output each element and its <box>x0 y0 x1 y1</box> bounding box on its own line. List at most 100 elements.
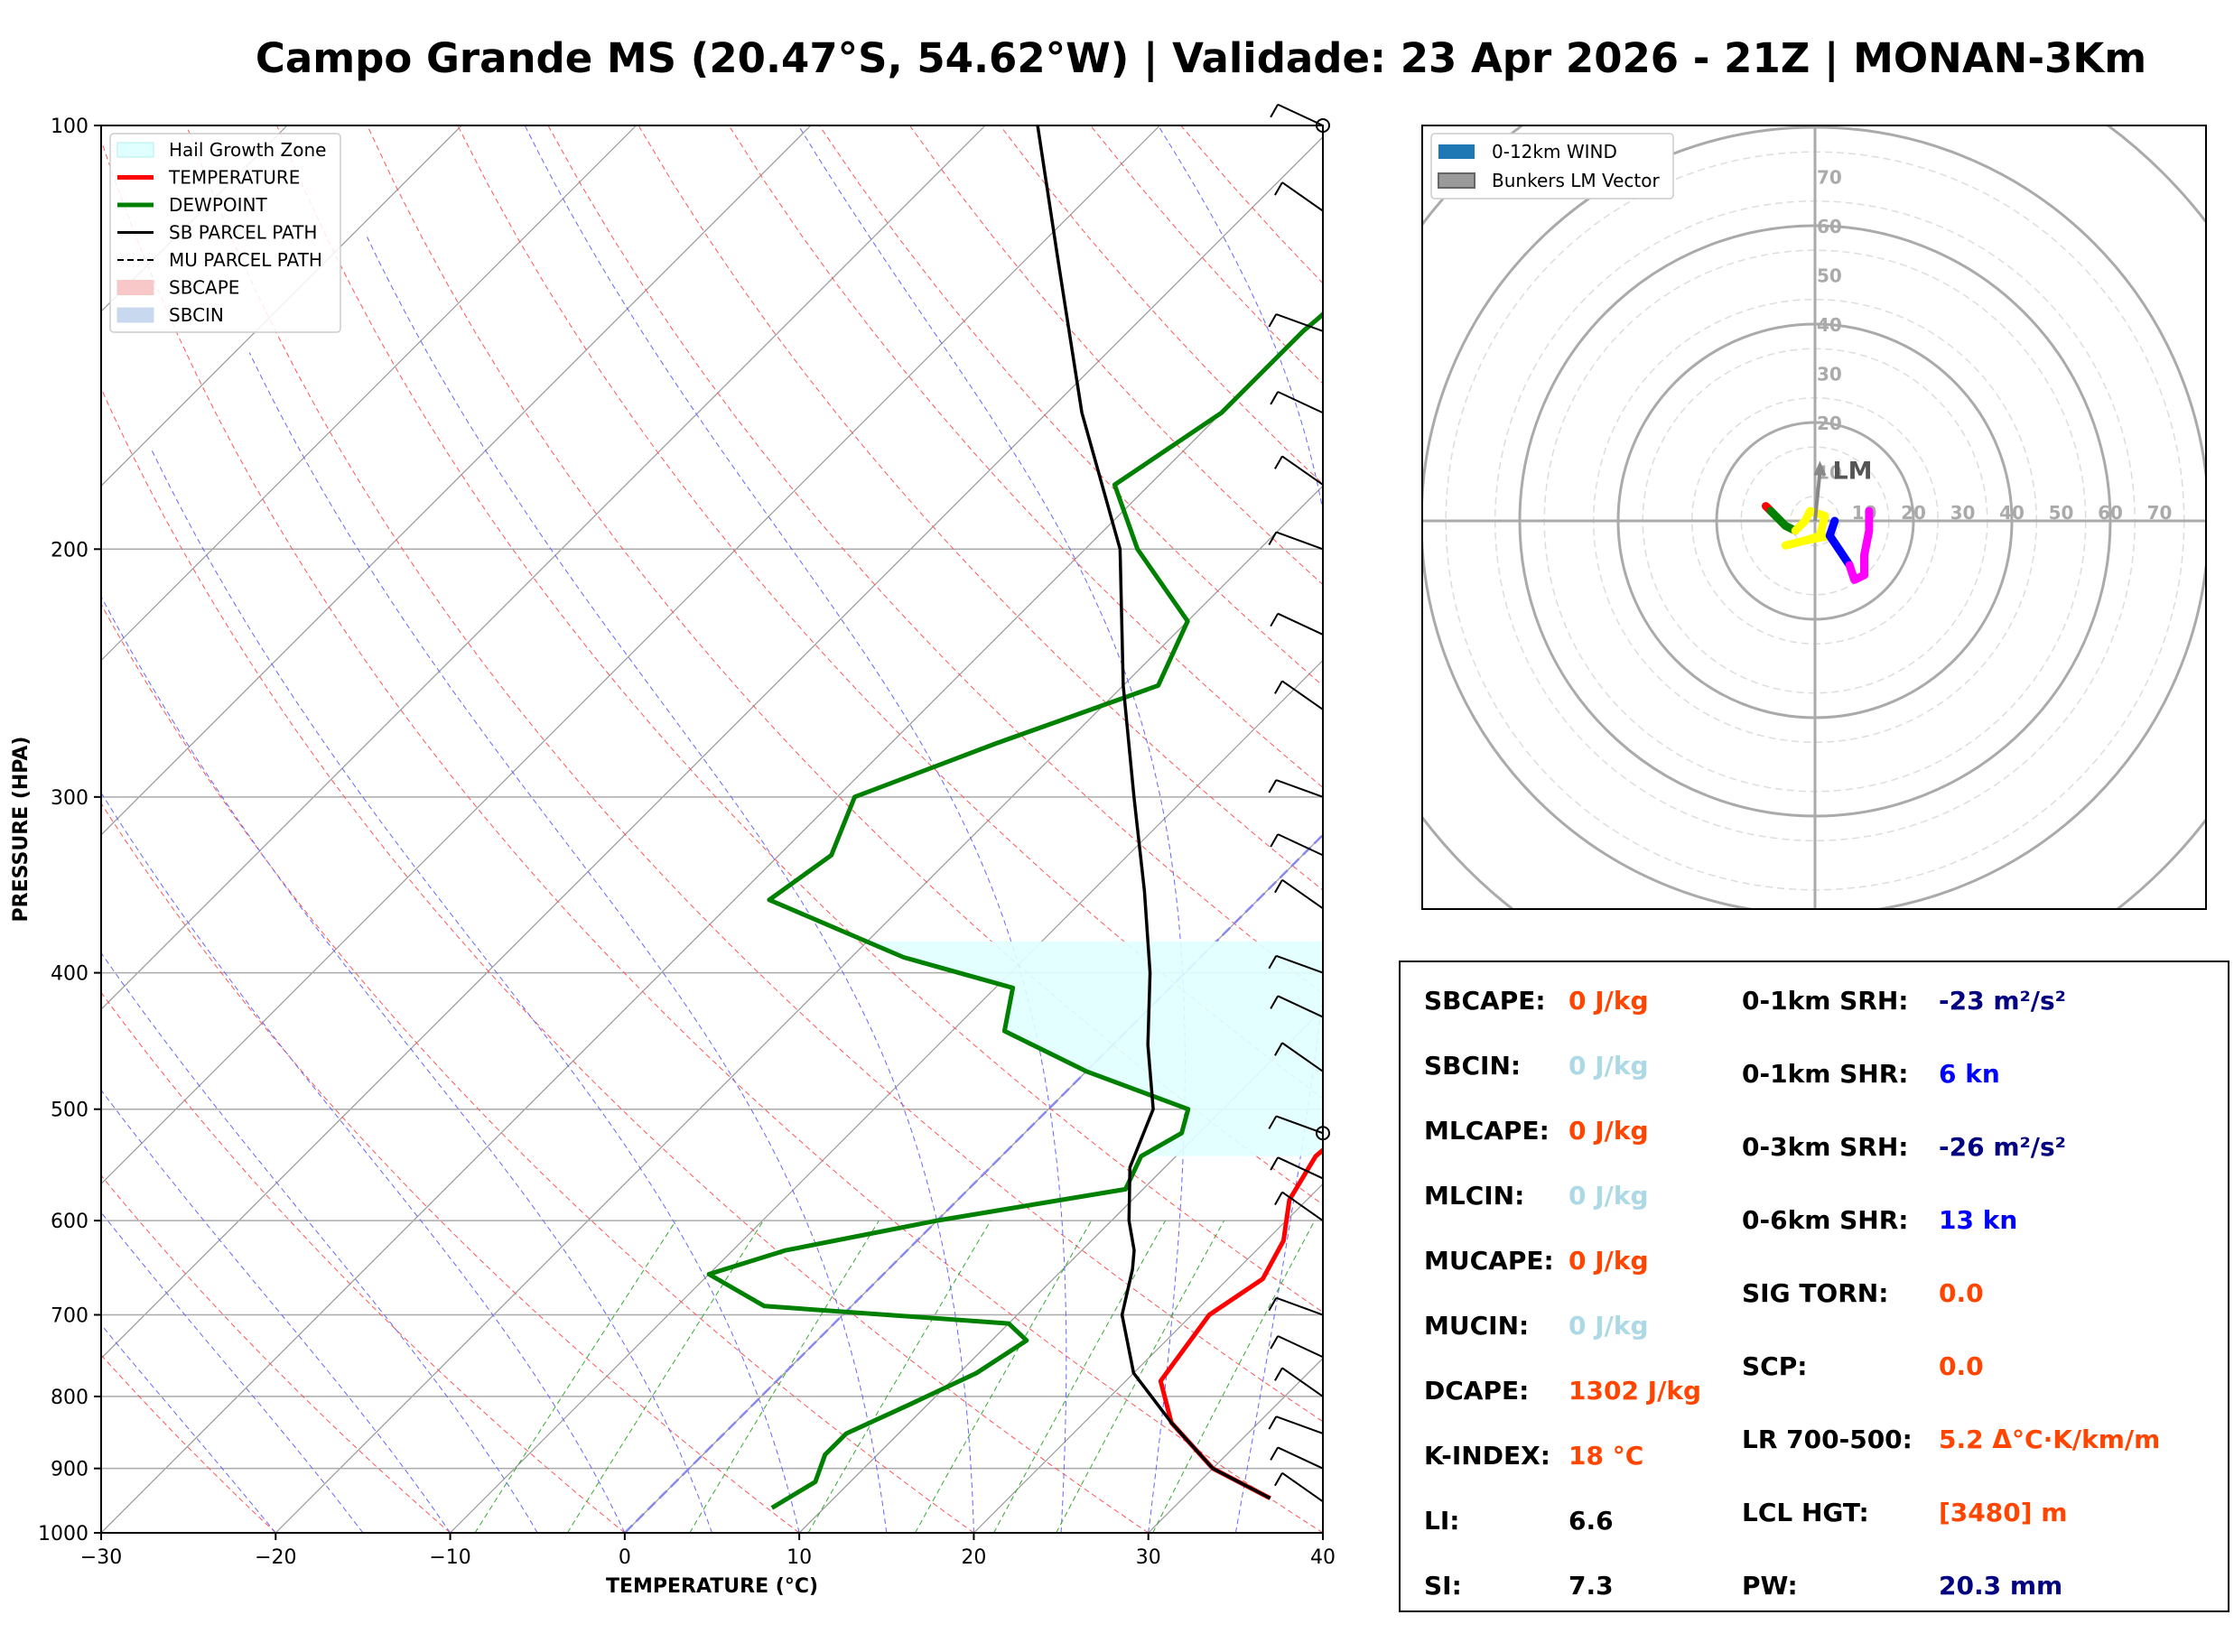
x-tick-label: −20 <box>255 1546 296 1569</box>
y-tick-label: 1000 <box>38 1523 88 1545</box>
stat-label: LCL HGT: <box>1742 1498 1869 1527</box>
wind-barb-flag <box>1274 1192 1283 1206</box>
legend-swatch <box>116 280 154 295</box>
hodo-major-ring <box>1518 224 2112 818</box>
hodo-legend-swatch <box>1438 172 1475 189</box>
mixing-ratio-line <box>1056 1220 1225 1533</box>
moist-adiabat <box>101 595 712 1533</box>
isotherm <box>101 125 462 487</box>
stat-label: 0-1km SHR: <box>1742 1059 1909 1089</box>
mixing-ratio-line <box>915 1220 1093 1533</box>
hodo-segment <box>1766 506 1800 535</box>
dry-adiabat <box>101 803 800 1533</box>
hodo-ring-label: 40 <box>1999 502 2025 524</box>
legend-box <box>109 133 341 333</box>
wind-barb <box>1281 1042 1324 1072</box>
hodo-minor-ring <box>1494 200 2136 841</box>
hodo-ring-label: 30 <box>1817 364 1842 385</box>
hodo-segment <box>1845 506 1874 584</box>
mixing-ratio-line <box>993 1220 1167 1533</box>
stat-label: MLCIN: <box>1424 1181 1525 1211</box>
moist-adiabat <box>101 1323 276 1533</box>
dry-adiabat <box>1000 125 1323 485</box>
hodo-ring-label: 60 <box>1817 216 1842 237</box>
temperature-line <box>1158 1146 1323 1500</box>
isotherm <box>101 125 637 662</box>
x-tick-label: −30 <box>80 1546 122 1569</box>
stat-label: LR 700-500: <box>1742 1425 1913 1454</box>
freezing-isotherm <box>623 833 1323 1533</box>
hodo-legend-swatch <box>1438 144 1475 159</box>
legend-swatch <box>116 142 154 158</box>
wind-barb <box>1277 1156 1324 1180</box>
wind-barb <box>1281 1367 1324 1397</box>
moist-adiabat <box>797 125 1186 1533</box>
wind-barb-flag <box>1268 313 1278 328</box>
wind-barb <box>1281 181 1324 212</box>
hodo-major-ring <box>1715 421 1915 621</box>
wind-barb <box>1281 455 1324 486</box>
stat-label: 0-6km SHR: <box>1742 1205 1909 1235</box>
stat-label: 0-3km SRH: <box>1742 1132 1909 1162</box>
x-tick-label: 10 <box>787 1546 812 1569</box>
moist-adiabat <box>151 450 800 1533</box>
wind-barb-flag <box>1270 613 1280 627</box>
stat-value: 18 °C <box>1568 1441 1644 1471</box>
isotherm <box>101 135 1323 1360</box>
isotherm <box>101 125 812 836</box>
hodo-minor-ring <box>1543 249 2087 793</box>
skewt-plot-area <box>101 125 1323 1533</box>
wind-barb <box>1277 103 1324 126</box>
legend-label: TEMPERATURE <box>168 167 300 189</box>
mixing-ratio-line <box>566 1220 764 1533</box>
wind-barb <box>1281 1191 1324 1221</box>
y-tick-label: 600 <box>51 1211 88 1233</box>
lm-arrowhead <box>1813 460 1827 476</box>
hodograph-frame <box>1421 125 2207 910</box>
mixing-ratio-line <box>474 1220 677 1533</box>
legend-label: SB PARCEL PATH <box>169 222 317 244</box>
stat-value: 7.3 <box>1568 1571 1614 1601</box>
y-tick-label: 800 <box>51 1387 88 1409</box>
lm-vector <box>1813 471 1822 522</box>
dry-adiabat <box>367 125 1323 1205</box>
hodo-ring-label: 10 <box>1852 502 1877 524</box>
hail-growth-zone <box>866 941 1323 1156</box>
hodo-major-ring <box>1616 322 2014 719</box>
wind-barb-flag <box>1270 391 1280 405</box>
stat-value: 0 J/kg <box>1568 1181 1649 1211</box>
wind-barb-flag <box>1270 1446 1280 1461</box>
wind-barb-flag <box>1270 995 1280 1009</box>
hodograph-area: 10 10 20 20 30 30 40 40 50 50 60 60 70 70 LM <box>1422 125 2206 909</box>
stat-value: -23 m²/s² <box>1939 986 2066 1016</box>
wind-barb-flag <box>1274 1042 1283 1056</box>
y-tick-label: 900 <box>51 1459 88 1481</box>
x-tick-label: 20 <box>961 1546 986 1569</box>
sb-parcel-path-line <box>1036 125 1271 1500</box>
chart-title: Campo Grande MS (20.47°S, 54.62°W) | Val… <box>255 34 2147 82</box>
moist-adiabat <box>1322 1530 1323 1533</box>
wind-barb <box>1275 954 1324 974</box>
x-tick-label: −10 <box>429 1546 470 1569</box>
stat-label: K-INDEX: <box>1424 1441 1550 1471</box>
y-tick-label: 300 <box>51 787 88 810</box>
stat-label: PW: <box>1742 1571 1798 1601</box>
isotherm <box>1322 1532 1323 1533</box>
hodo-major-ring <box>1422 125 2206 909</box>
wind-barb <box>1275 313 1324 332</box>
stat-label: SIG TORN: <box>1742 1278 1889 1308</box>
hodo-minor-ring <box>1445 151 2185 891</box>
hodo-ring-label: 50 <box>2049 502 2074 524</box>
isotherm <box>973 1183 1323 1533</box>
moist-adiabat <box>101 792 626 1533</box>
hodo-ring-label: 40 <box>1817 314 1842 336</box>
wind-barb-flag <box>1274 181 1283 196</box>
dry-adiabat <box>101 386 1149 1533</box>
wind-barb-flag <box>1268 779 1278 794</box>
hodo-ring-label: 70 <box>2147 502 2173 524</box>
stat-label: LI: <box>1424 1506 1460 1536</box>
legend-swatch <box>116 307 154 323</box>
stat-label: SBCAPE: <box>1424 986 1546 1016</box>
stat-value: 0.0 <box>1939 1351 1984 1381</box>
